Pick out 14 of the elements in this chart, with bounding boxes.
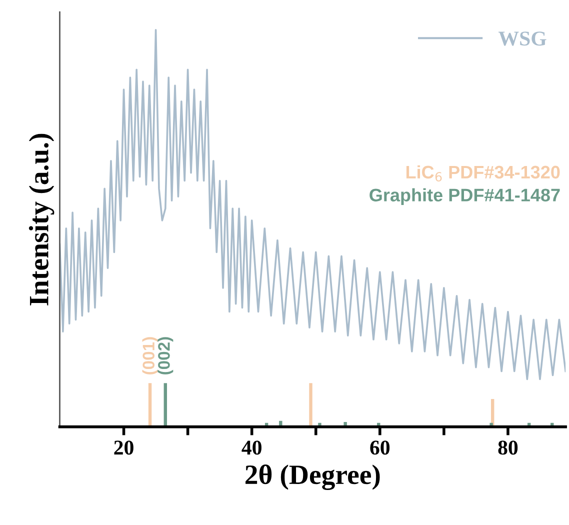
bar <box>148 383 152 427</box>
annotation: (001) <box>142 337 158 374</box>
bar <box>164 383 167 427</box>
text: LiC$_{6}$ PDF#34-1320 <box>406 165 560 182</box>
bar <box>309 383 312 427</box>
y-axis-title: Intensity (a.u.) <box>28 134 54 306</box>
x-axis-title: 2θ (Degree) <box>246 464 380 490</box>
x-tick-label: 40 <box>242 440 262 455</box>
x-tick-label: 60 <box>370 440 390 455</box>
x-tick-label: 80 <box>498 440 518 455</box>
legend-label: WSG <box>498 32 546 46</box>
text: Graphite PDF#41-1487 <box>370 188 560 206</box>
annotation: (002) <box>158 337 174 374</box>
x-tick-label: 20 <box>114 440 134 455</box>
